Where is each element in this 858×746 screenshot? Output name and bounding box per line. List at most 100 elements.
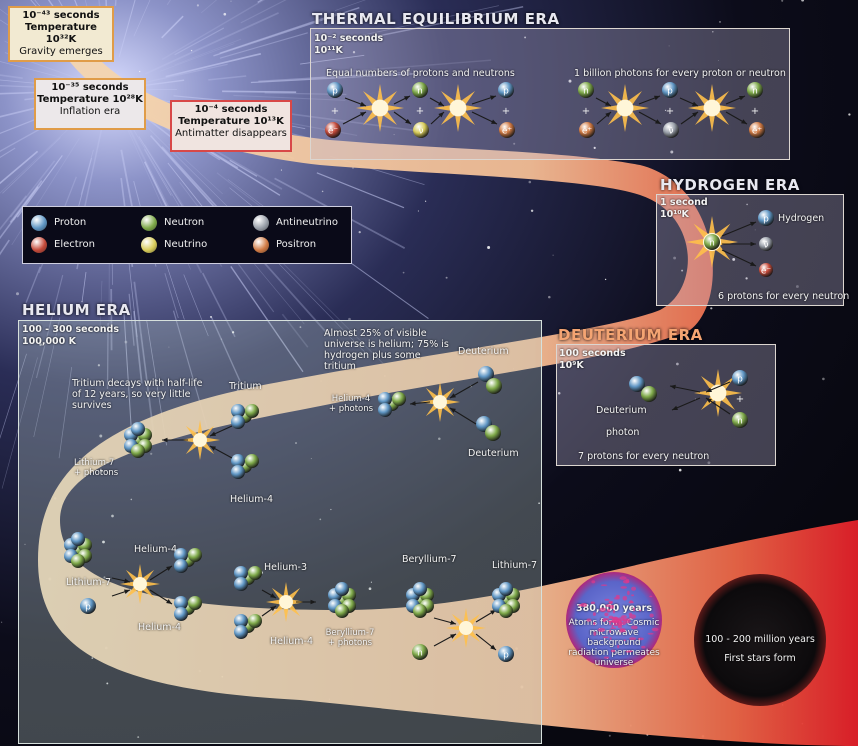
cmb-fluctuation bbox=[611, 624, 614, 628]
photon-flash-core bbox=[703, 99, 721, 117]
star-ray bbox=[144, 149, 172, 196]
star-dot bbox=[139, 70, 141, 73]
hydrogen-era-panel bbox=[656, 194, 844, 306]
deuterium-photon-label: photon bbox=[606, 427, 640, 438]
star-ray bbox=[25, 266, 41, 304]
antineutrino-particle bbox=[759, 237, 773, 251]
neutron-particle bbox=[747, 82, 763, 98]
star-dot bbox=[348, 317, 351, 321]
deuterium-temperature: 10⁹K bbox=[559, 360, 584, 371]
helium3-nucleus bbox=[234, 577, 248, 591]
helium3-nucleus bbox=[248, 566, 262, 580]
cmb-fluctuation bbox=[628, 612, 633, 616]
cmb-years: 380,000 years bbox=[576, 603, 652, 614]
arrow-head-icon bbox=[270, 593, 276, 598]
star-dot bbox=[754, 229, 756, 231]
label-deuterium-top: Deuterium bbox=[458, 346, 509, 357]
helium-era-title: HELIUM ERA bbox=[22, 301, 131, 319]
star-ray bbox=[174, 38, 242, 66]
time-box-temperature: Temperature 10³²K bbox=[25, 22, 97, 45]
star-dot bbox=[358, 230, 361, 234]
cmb-fluctuation bbox=[609, 637, 612, 640]
arrow-head-icon bbox=[210, 431, 216, 436]
star-ray bbox=[2, 137, 61, 194]
star-dot bbox=[604, 278, 607, 281]
particle-symbol: ν̄ bbox=[763, 241, 768, 251]
hydrogen-time: 1 second bbox=[660, 197, 708, 208]
particle-symbol: n bbox=[752, 87, 758, 97]
cmb-fluctuation bbox=[637, 637, 644, 641]
arrow-head-icon bbox=[490, 95, 496, 100]
star-dot bbox=[557, 392, 561, 395]
star-dot bbox=[98, 312, 102, 316]
cmb-fluctuation bbox=[616, 619, 622, 625]
star-ray bbox=[208, 75, 247, 81]
star-ray bbox=[140, 79, 185, 87]
time-box-seconds: 10⁻⁴³ seconds bbox=[22, 10, 100, 21]
star-ray bbox=[144, 12, 279, 75]
star-dot bbox=[97, 329, 99, 331]
star-dot bbox=[16, 292, 19, 296]
arrow-head-icon bbox=[410, 401, 416, 406]
arrow-head-icon bbox=[450, 620, 456, 625]
particle-symbol: n bbox=[417, 87, 423, 97]
star-dot bbox=[524, 36, 527, 39]
label-deuterium-bottom: Deuterium bbox=[468, 448, 519, 459]
label-helium4-photons-name: Helium-4 bbox=[331, 394, 371, 404]
star-dot bbox=[196, 4, 199, 7]
hydrogen-caption: 6 protons for every neutron bbox=[718, 291, 850, 302]
reaction-arrow bbox=[721, 221, 757, 237]
arrow-head-icon bbox=[491, 119, 497, 124]
helium4-nucleus bbox=[174, 548, 188, 562]
star-dot bbox=[368, 587, 372, 591]
star-ray bbox=[0, 61, 68, 80]
particle-symbol: ν̄ bbox=[668, 127, 673, 137]
photon-flash-core bbox=[449, 99, 467, 117]
cmb-fluctuation bbox=[649, 613, 654, 618]
star-ray bbox=[254, 252, 331, 338]
star-dot bbox=[678, 468, 682, 472]
antineutrino-particle bbox=[663, 122, 679, 138]
star-dot bbox=[712, 31, 714, 33]
arrow-head-icon bbox=[706, 387, 712, 392]
cmb-fluctuation bbox=[620, 586, 627, 589]
star-dot bbox=[487, 246, 491, 249]
star-ray bbox=[83, 119, 105, 211]
lithium7-nucleus bbox=[131, 422, 145, 436]
star-dot bbox=[417, 210, 419, 212]
star-ray bbox=[128, 293, 135, 346]
hydrogen-label: Hydrogen bbox=[778, 213, 825, 224]
cmb-fluctuation bbox=[629, 600, 633, 603]
label-helium4-a: Helium-4 bbox=[230, 494, 274, 505]
cmb-fluctuation bbox=[623, 639, 626, 642]
neutron-particle bbox=[412, 644, 428, 660]
star-ray bbox=[219, 32, 308, 59]
helium4-nucleus bbox=[231, 465, 245, 479]
star-ray bbox=[316, 172, 405, 209]
cmb-fluctuation bbox=[604, 598, 610, 601]
label-lithium7-a: Lithium-7 bbox=[66, 577, 112, 588]
cmb-fluctuation bbox=[603, 656, 610, 659]
cmb-fluctuation bbox=[602, 636, 609, 639]
arrow-head-icon bbox=[750, 221, 756, 227]
star-dot bbox=[781, 0, 784, 2]
star-dot bbox=[319, 518, 322, 521]
star-dot bbox=[673, 256, 677, 260]
star-dot bbox=[352, 51, 356, 54]
star-dot bbox=[103, 576, 106, 579]
particle-symbol: p bbox=[763, 215, 769, 225]
proton-particle bbox=[80, 598, 96, 614]
arrow-head-icon bbox=[360, 101, 366, 107]
legend-label: Neutrino bbox=[164, 239, 208, 250]
helium4-nucleus bbox=[392, 392, 406, 406]
star-dot bbox=[24, 543, 26, 546]
arrow-head-icon bbox=[692, 101, 698, 106]
cmb-fluctuation bbox=[611, 617, 619, 620]
star-dot bbox=[99, 434, 103, 438]
cmb-fluctuation bbox=[610, 649, 616, 653]
star-dot bbox=[168, 346, 170, 348]
star-dot bbox=[707, 461, 711, 465]
legend-swatch bbox=[141, 215, 157, 231]
arrow-head-icon bbox=[654, 95, 660, 101]
star-dot bbox=[393, 134, 395, 136]
